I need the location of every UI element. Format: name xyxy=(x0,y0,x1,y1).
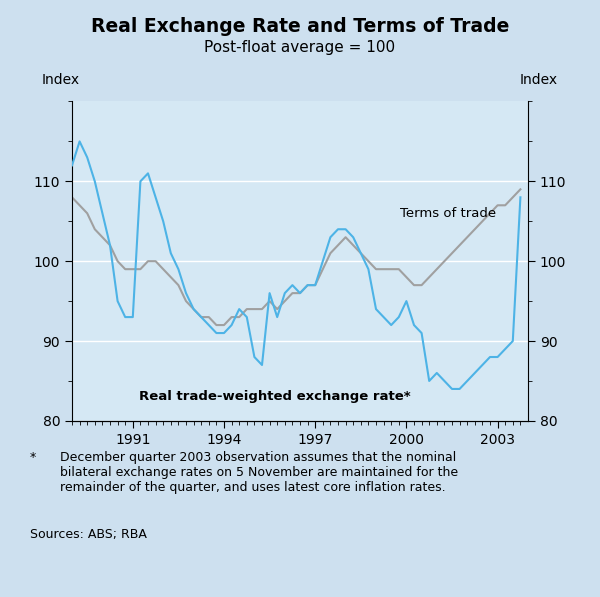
Text: Index: Index xyxy=(42,73,80,87)
Text: Real Exchange Rate and Terms of Trade: Real Exchange Rate and Terms of Trade xyxy=(91,17,509,36)
Text: Index: Index xyxy=(520,73,558,87)
Text: Terms of trade: Terms of trade xyxy=(400,207,496,220)
Text: December quarter 2003 observation assumes that the nominal
bilateral exchange ra: December quarter 2003 observation assume… xyxy=(60,451,458,494)
Text: *: * xyxy=(30,451,36,464)
Text: Post-float average = 100: Post-float average = 100 xyxy=(205,40,395,56)
Text: Real trade-weighted exchange rate*: Real trade-weighted exchange rate* xyxy=(139,390,410,404)
Text: Sources: ABS; RBA: Sources: ABS; RBA xyxy=(30,528,147,541)
